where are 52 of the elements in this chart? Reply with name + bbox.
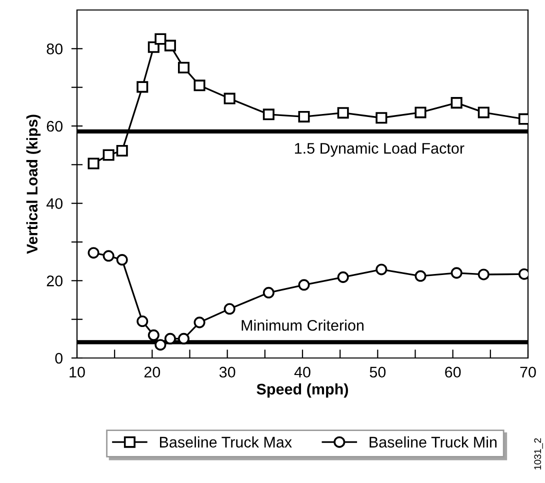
text: 1031_2 <box>534 438 543 470</box>
point <box>298 279 310 291</box>
point <box>337 271 349 283</box>
point <box>178 62 190 74</box>
point <box>414 106 426 118</box>
ref-line-label: 1.5 Dynamic Load Factor <box>295 142 464 157</box>
legend-label: Baseline Truck Min <box>370 436 497 448</box>
legend-label: Baseline Truck Max <box>160 436 292 448</box>
point <box>298 110 310 122</box>
point <box>478 268 490 280</box>
point <box>414 270 426 282</box>
y-tick-label: 0 <box>55 352 63 364</box>
x-tick-label: 30 <box>219 366 236 378</box>
y-tick-label: 60 <box>46 120 63 132</box>
x-tick-label: 50 <box>370 366 386 378</box>
point <box>116 254 128 266</box>
point <box>337 107 349 119</box>
point <box>116 144 128 157</box>
point <box>154 33 166 45</box>
x-tick-label: 70 <box>520 366 536 378</box>
point <box>164 332 176 344</box>
x-axis-title: Speed (mph) <box>256 383 348 398</box>
y-axis-title: Vertical Load (kips) <box>26 114 41 254</box>
point <box>102 149 114 161</box>
point <box>376 264 388 276</box>
point <box>136 316 148 328</box>
point <box>154 339 166 351</box>
point <box>194 316 206 328</box>
point <box>194 80 206 92</box>
point <box>102 250 114 262</box>
point <box>178 332 190 344</box>
point <box>224 303 236 315</box>
point <box>224 92 236 104</box>
point <box>88 247 100 259</box>
y-tick-label: 80 <box>46 44 63 54</box>
x-tick-label: 10 <box>70 366 85 378</box>
ref-line-label: Minimum Criterion <box>242 320 364 331</box>
point <box>478 106 490 118</box>
point <box>164 40 176 52</box>
x-tick-label: 60 <box>445 366 461 378</box>
point <box>450 97 462 109</box>
x-tick-label: 40 <box>294 366 310 378</box>
point <box>376 112 388 124</box>
point <box>262 286 274 298</box>
y-tick-label: 40 <box>46 198 63 210</box>
point <box>450 267 462 279</box>
point <box>262 108 274 120</box>
point <box>88 158 100 170</box>
point <box>148 329 160 341</box>
y-tick-label: 20 <box>46 276 63 286</box>
point <box>136 81 148 93</box>
x-tick-label: 20 <box>144 366 160 378</box>
